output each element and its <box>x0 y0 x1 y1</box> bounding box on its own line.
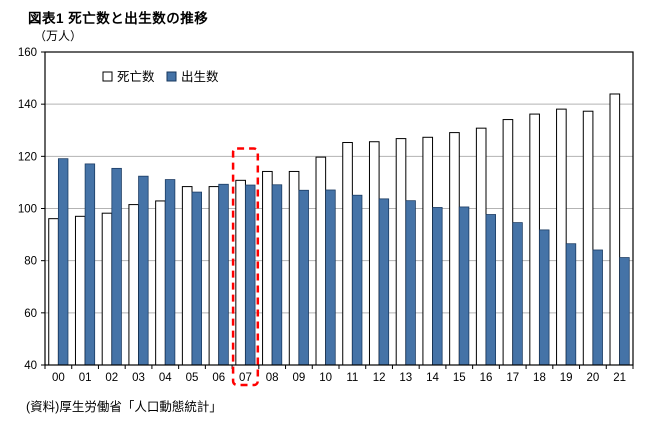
births-bar <box>298 189 309 366</box>
highlight-box <box>231 147 260 387</box>
deaths-bar <box>101 212 113 366</box>
y-axis-label: 160 <box>18 47 37 59</box>
x-axis-label: 12 <box>373 372 386 384</box>
births-bar <box>271 184 283 366</box>
deaths-bar <box>288 170 300 366</box>
births-bar <box>512 222 523 366</box>
births-bar <box>191 191 202 366</box>
deaths-bar <box>181 186 193 366</box>
births-bar <box>351 194 363 366</box>
births-bar <box>592 249 603 366</box>
x-axis-label: 07 <box>239 372 252 384</box>
deaths-bar <box>48 218 59 366</box>
births-bar <box>565 243 577 366</box>
births-bar <box>57 158 69 366</box>
deaths-bar <box>502 119 514 366</box>
x-axis-label: 19 <box>560 372 573 384</box>
deaths-bar <box>368 141 380 366</box>
legend-births-label: 出生数 <box>181 69 219 84</box>
deaths-bar <box>475 127 487 366</box>
x-axis-label: 14 <box>426 372 439 384</box>
births-bar <box>405 200 416 366</box>
y-axis-label: 80 <box>24 256 37 268</box>
x-axis-label: 11 <box>346 372 358 384</box>
deaths-bar <box>582 110 594 366</box>
births-bar <box>485 214 496 366</box>
legend: 死亡数 出生数 <box>102 69 219 84</box>
births-bar <box>325 189 336 366</box>
deaths-bar <box>529 113 540 366</box>
deaths-bar <box>155 200 166 366</box>
source-note: (資料)厚生労働省「人口動態統計」 <box>26 400 222 414</box>
x-axis-label: 00 <box>52 372 65 384</box>
x-axis-label: 18 <box>533 372 546 384</box>
deaths-bar <box>449 132 460 366</box>
x-axis-label: 13 <box>399 372 412 384</box>
births-bar <box>458 206 470 366</box>
legend-deaths-swatch <box>102 71 113 82</box>
x-axis-label: 09 <box>293 372 306 384</box>
x-axis-label: 20 <box>587 372 600 384</box>
deaths-bar <box>315 156 327 366</box>
x-axis-label: 06 <box>212 372 225 384</box>
births-bar <box>84 163 96 366</box>
plot-border <box>44 51 634 366</box>
chart-title: 図表1 死亡数と出生数の推移 <box>28 11 209 26</box>
y-axis-unit-label: （万人） <box>34 29 83 43</box>
deaths-bar <box>262 170 273 366</box>
y-axis-label: 120 <box>18 151 37 163</box>
deaths-bar <box>208 186 220 366</box>
deaths-bar <box>342 142 353 366</box>
x-axis-label: 01 <box>79 372 92 384</box>
deaths-bar <box>556 108 567 366</box>
y-axis-label: 140 <box>18 99 37 111</box>
x-axis-label: 08 <box>266 372 279 384</box>
legend-births-swatch <box>166 71 177 82</box>
births-bar <box>432 207 443 366</box>
x-axis-label: 04 <box>159 372 172 384</box>
bar-chart-canvas: 40 60 80 100 120 140 160 00 01 02 03 04 05 06 07 08 09 10… <box>18 47 634 387</box>
x-axis-label: 16 <box>480 372 493 384</box>
births-bar <box>539 229 550 366</box>
x-axis-label: 02 <box>105 372 118 384</box>
births-bar <box>138 175 149 366</box>
births-bar <box>245 184 256 366</box>
y-axis-label: 100 <box>18 204 37 216</box>
x-axis-label: 15 <box>453 372 466 384</box>
deaths-bar <box>395 138 407 366</box>
x-axis-label: 21 <box>613 372 626 384</box>
y-axis-label: 60 <box>24 308 37 320</box>
births-bar <box>111 167 122 366</box>
births-bar <box>378 198 390 366</box>
deaths-bar <box>235 179 246 366</box>
x-axis-label: 05 <box>186 372 199 384</box>
legend-deaths-label: 死亡数 <box>117 69 155 84</box>
deaths-bar <box>74 215 86 366</box>
x-axis-label: 17 <box>506 372 519 384</box>
deaths-bar <box>422 136 434 366</box>
births-bar <box>164 179 176 366</box>
x-axis-label: 10 <box>319 372 332 384</box>
deaths-bar <box>609 93 621 366</box>
deaths-bar <box>128 204 140 366</box>
births-bar <box>619 257 630 366</box>
x-axis-label: 03 <box>132 372 145 384</box>
births-bar <box>218 183 229 366</box>
y-axis-label: 40 <box>24 360 37 372</box>
